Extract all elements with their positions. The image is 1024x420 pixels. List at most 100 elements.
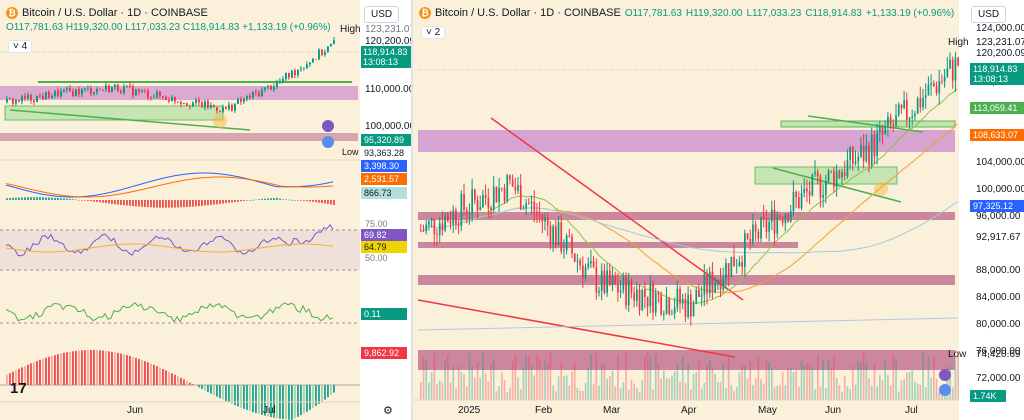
volume-bar [668, 378, 671, 400]
macd-bar [264, 198, 266, 200]
volume-bar [911, 370, 914, 400]
macd-bar [12, 197, 14, 200]
hist-bar [78, 350, 80, 385]
right-collapse-button[interactable]: ˅ 2 [421, 26, 446, 39]
right-flag-icon[interactable] [939, 384, 951, 396]
left-current-price-tag: 118,914.83 13:08:13 [361, 46, 411, 68]
macd-bar [36, 197, 38, 200]
candle [503, 188, 506, 202]
volume-bar [868, 378, 870, 400]
left-candle [192, 102, 194, 107]
candle [725, 263, 727, 280]
left-candle [258, 92, 260, 97]
candle [452, 210, 455, 224]
left-x-jul: Jul [263, 405, 276, 416]
right-currency-button[interactable]: USD [971, 6, 1007, 23]
volume-bar [741, 364, 743, 400]
hist-bar [135, 357, 137, 385]
hist-bar [21, 367, 23, 385]
hist-bar [240, 385, 242, 408]
volume-bar [595, 353, 598, 400]
volume-bar [924, 387, 927, 400]
candle [895, 115, 897, 127]
volume-bar [725, 388, 727, 400]
candle [538, 213, 541, 215]
volume-bar [428, 382, 430, 400]
volume-bar [916, 383, 919, 400]
panel-divider[interactable] [411, 0, 413, 420]
volume-bar [816, 355, 819, 400]
right-countdown: 13:08:13 [973, 74, 1009, 84]
left-candle [111, 87, 113, 93]
candle [911, 116, 914, 118]
hist-bar [327, 385, 329, 398]
left-candle [291, 70, 293, 78]
candle [900, 104, 903, 109]
left-candle [303, 68, 305, 69]
left-currency-button[interactable]: USD [364, 6, 400, 23]
candle [479, 207, 482, 211]
left-candle [6, 98, 8, 103]
left-candle [147, 90, 149, 98]
candle [833, 170, 835, 188]
hist-bar [66, 352, 68, 385]
macd-bar [255, 199, 257, 201]
volume-bar [846, 386, 849, 400]
macd-bar [69, 198, 71, 200]
right-chart-panel[interactable]: ₿ Bitcoin / U.S. Dollar · 1D · COINBASE … [413, 0, 1024, 420]
candle [738, 262, 741, 266]
left-candle [255, 91, 257, 93]
left-candle [54, 90, 56, 97]
candle [652, 284, 654, 313]
candle [919, 98, 922, 108]
hist-bar [129, 355, 131, 385]
macd-bar [216, 200, 218, 205]
macd-bar [327, 200, 329, 204]
left-chart-panel[interactable]: ₿ Bitcoin / U.S. Dollar · 1D · COINBASE … [0, 0, 411, 420]
candle [922, 97, 924, 108]
left-candle [216, 107, 218, 111]
right-price-tag-value: 118,914.83 [973, 64, 1018, 74]
volume-bar [792, 371, 795, 400]
volume-bar [711, 368, 714, 400]
volume-bar [841, 391, 843, 400]
right-low-value: 74,420.69 [976, 349, 1021, 360]
macd-bar [51, 197, 53, 200]
volume-bar [517, 377, 519, 400]
left-candle [198, 99, 200, 103]
candle [522, 208, 525, 210]
left-candle [327, 46, 329, 52]
candle [930, 83, 932, 85]
right-event-icon[interactable] [939, 369, 951, 381]
left-event-icon[interactable] [322, 120, 334, 132]
candle [949, 59, 951, 69]
candle [746, 233, 749, 239]
macd-bar [138, 200, 140, 207]
volume-bar [549, 352, 552, 400]
right-symbol[interactable]: Bitcoin / U.S. Dollar · 1D · COINBASE [435, 7, 621, 19]
left-settings-icon[interactable]: ⚙ [383, 405, 393, 417]
volume-bar [738, 372, 741, 400]
volume-bar [611, 370, 614, 400]
candle [492, 186, 495, 210]
candle [735, 265, 738, 267]
macd-bar [303, 200, 305, 201]
hist-bar [312, 385, 314, 408]
hist-bar [138, 358, 140, 385]
tradingview-logo[interactable]: 17 [10, 380, 27, 397]
volume-bar [954, 356, 957, 400]
volume-bar [833, 355, 835, 400]
left-flag-icon[interactable] [322, 136, 334, 148]
candle [441, 223, 444, 231]
left-candle [108, 85, 110, 93]
volume-bar [571, 371, 573, 400]
candle [430, 219, 433, 221]
left-symbol[interactable]: Bitcoin / U.S. Dollar · 1D · COINBASE [22, 7, 208, 19]
volume-bar [717, 382, 719, 400]
macd-bar [150, 200, 152, 208]
right-current-price-tag: 118,914.83 13:08:13 [970, 63, 1024, 85]
candle [533, 201, 536, 212]
candle [741, 262, 743, 267]
left-collapse-button[interactable]: ˅ 4 [8, 40, 33, 53]
volume-bar [630, 379, 633, 400]
